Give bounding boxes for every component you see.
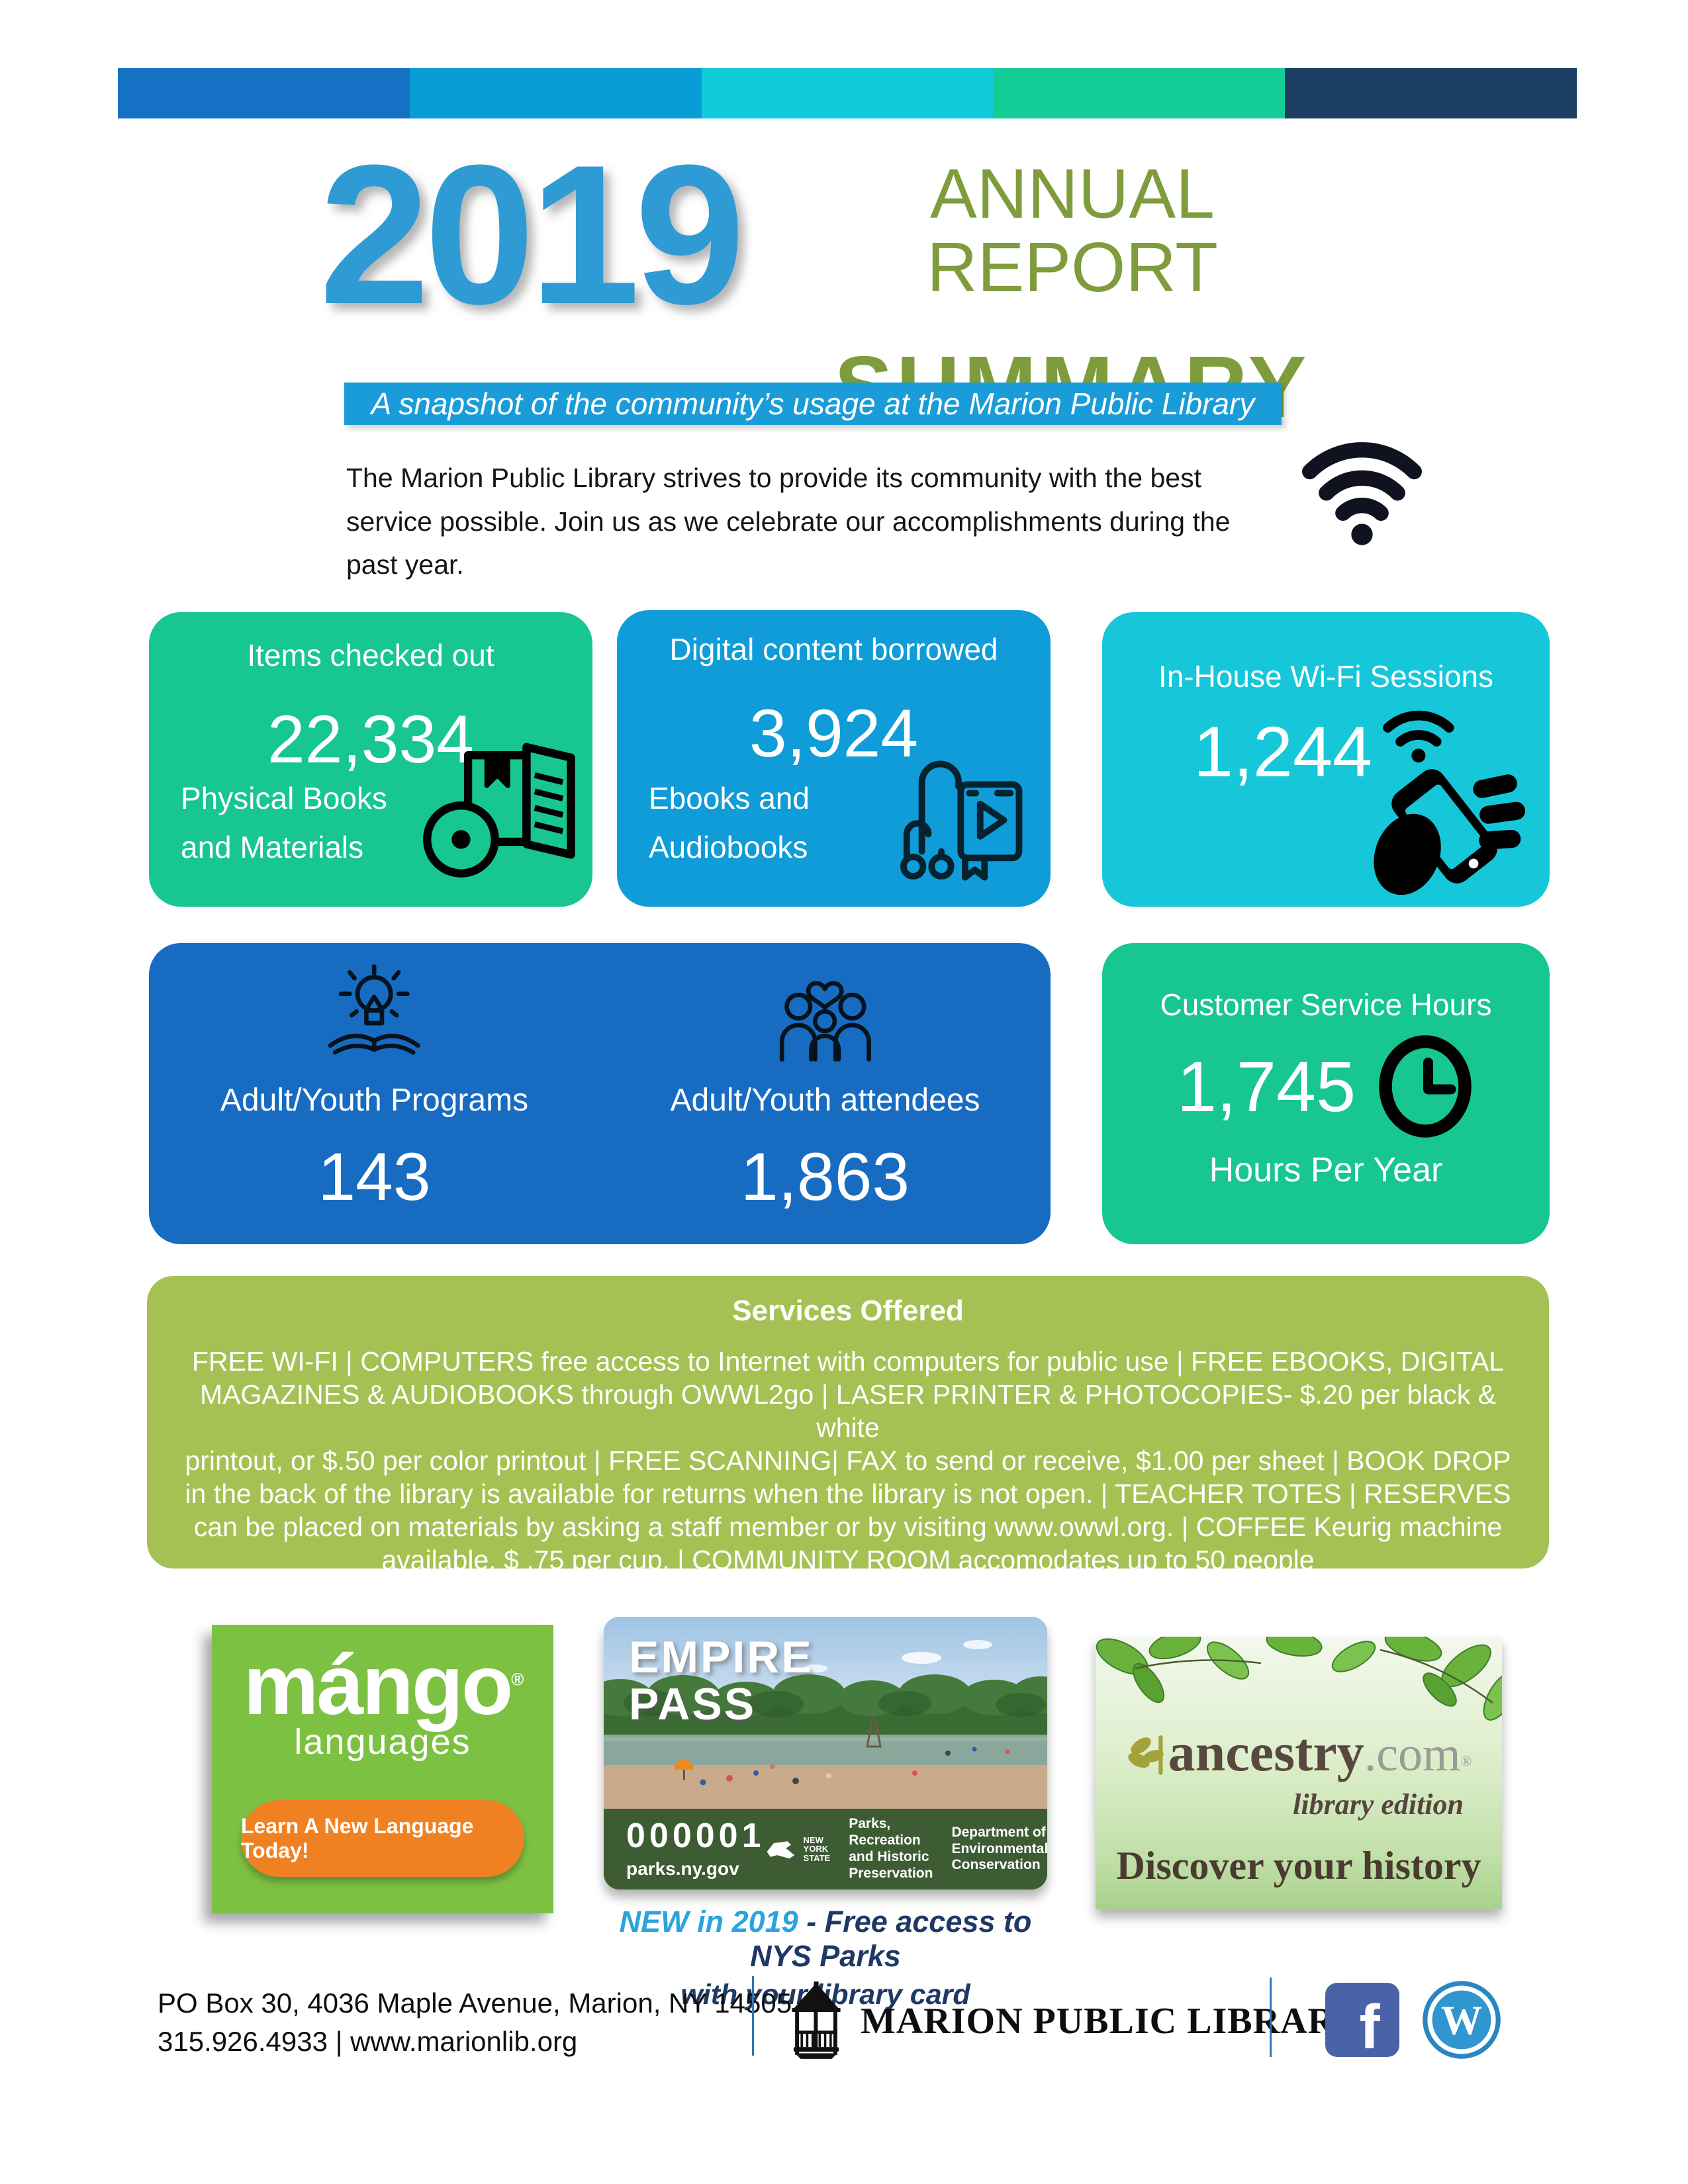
attendees-half: Adult/Youth attendees 1,863 — [600, 943, 1051, 1244]
ancestry-leaf-icon — [1127, 1735, 1164, 1775]
mango-learn-button[interactable]: Learn A New Language Today! — [241, 1800, 524, 1877]
ancestry-brand-text: ancestry — [1168, 1722, 1364, 1782]
stat-value: 143 — [318, 1139, 431, 1214]
registered-mark: ® — [511, 1669, 524, 1690]
book-cd-icon — [423, 743, 575, 878]
mango-languages-tile: mángo® languages Learn A New Language To… — [212, 1625, 553, 1913]
ancestry-tagline: Discover your history — [1116, 1844, 1481, 1888]
ancestry-edition-text: library edition — [1293, 1788, 1464, 1821]
facebook-letter: f — [1360, 1992, 1381, 2057]
ancestry-tile: ancestry.com® library edition Discover y… — [1096, 1637, 1502, 1909]
services-body: FREE WI-FI | COMPUTERS free access to In… — [185, 1346, 1511, 1576]
stat-value: 22,334 — [267, 702, 474, 777]
ny-state-logo: NEW YORK STATE — [765, 1835, 831, 1863]
gazebo-icon — [792, 1981, 841, 2059]
facebook-icon[interactable]: f — [1325, 1983, 1399, 2057]
stat-value: 1,244 — [1193, 711, 1373, 792]
stat-value: 1,863 — [740, 1139, 910, 1214]
banner: A snapshot of the community’s usage at t… — [344, 383, 1282, 425]
ny-state-text: NEW YORK STATE — [803, 1835, 831, 1863]
caption-highlight: NEW in 2019 — [619, 1905, 798, 1938]
stat-card-programs-attendees: Adult/Youth Programs 143 Adult/Youth att… — [149, 943, 1051, 1244]
parks-agency-text: Parks, Recreation and Historic Preservat… — [849, 1816, 933, 1881]
wordpress-letter: W — [1441, 1998, 1482, 2044]
stat-card-digital-content: Digital content borrowed 3,924 Ebooks an… — [617, 610, 1051, 907]
pass-number-block: 000001 parks.ny.gov — [604, 1819, 765, 1880]
earbuds-audiobook-icon — [900, 760, 1023, 881]
color-bar-segment-green — [993, 68, 1286, 118]
library-name: MARION PUBLIC LIBRARY — [861, 2001, 1362, 2042]
ny-state-shape-icon — [767, 1841, 794, 1859]
mango-brand-text: mángo — [243, 1638, 514, 1733]
color-bar-segment-teal — [701, 68, 994, 118]
pass-number: 000001 — [626, 1817, 765, 1855]
stat-card-wifi-sessions: In-House Wi-Fi Sessions 1,244 — [1102, 612, 1550, 907]
stat-title: Digital content borrowed — [669, 632, 998, 666]
stat-subtitle: Hours Per Year — [1209, 1151, 1443, 1189]
top-color-bar — [118, 68, 1577, 118]
caption-rest: - Free access to NYS Parks — [750, 1905, 1032, 1973]
stat-title: Adult/Youth attendees — [670, 1083, 980, 1118]
caption-line1: NEW in 2019 - Free access to NYS Parks — [604, 1905, 1047, 1974]
hand-phone-wifi-icon — [1374, 710, 1526, 895]
empire-pass-photo: EMPIRE PASS — [604, 1617, 1047, 1809]
registered-mark: ® — [1460, 1752, 1472, 1770]
dec-agency-text: Department of Environmental Conservation — [951, 1824, 1047, 1873]
ancestry-logo: ancestry.com® — [1096, 1721, 1502, 1784]
empire-pass-title: EMPIRE PASS — [629, 1632, 814, 1729]
stat-card-items-checked-out: Items checked out 22,334 Physical Books … — [149, 612, 592, 907]
stat-title: Customer Service Hours — [1160, 987, 1492, 1022]
banner-text: A snapshot of the community’s usage at t… — [371, 387, 1255, 421]
leaves-decoration — [1096, 1637, 1502, 1721]
footer-address: PO Box 30, 4036 Maple Avenue, Marion, NY… — [158, 1987, 792, 2019]
lightbulb-book-icon — [328, 964, 421, 1055]
color-bar-segment-blue — [118, 68, 410, 118]
footer-contact-block: PO Box 30, 4036 Maple Avenue, Marion, NY… — [158, 1984, 792, 2061]
beach-scene-image — [604, 1617, 1047, 1809]
mango-logo: mángo® — [212, 1643, 553, 1728]
year-heading: 2019 — [319, 123, 745, 345]
stat-subtitle: Ebooks and Audiobooks — [649, 780, 810, 865]
stat-value: 1,745 — [1176, 1046, 1356, 1126]
stat-title: Items checked out — [247, 638, 494, 672]
footer-divider — [752, 1976, 754, 2056]
empire-pass-card: EMPIRE PASS 000001 parks.ny.gov NEW YORK… — [604, 1617, 1047, 1889]
color-bar-segment-skyblue — [409, 68, 702, 118]
stat-card-service-hours: Customer Service Hours 1,745 Hours Per Y… — [1102, 943, 1550, 1244]
color-bar-segment-navy — [1285, 68, 1577, 118]
stat-title: In-House Wi-Fi Sessions — [1158, 659, 1494, 694]
stat-subtitle: Physical Books and Materials — [181, 780, 387, 865]
footer-divider — [1270, 1978, 1272, 2057]
empire-pass-strip: 000001 parks.ny.gov NEW YORK STATE Parks… — [604, 1809, 1047, 1889]
hours-row: 1,745 — [1102, 1032, 1550, 1141]
programs-half: Adult/Youth Programs 143 — [149, 943, 600, 1244]
services-title: Services Offered — [732, 1295, 964, 1327]
parks-website: parks.ny.gov — [626, 1858, 739, 1879]
stat-value: 3,924 — [749, 696, 919, 771]
wifi-icon — [1302, 442, 1422, 545]
footer-phone-web: 315.926.4933 | www.marionlib.org — [158, 2025, 578, 2057]
stat-title: Adult/Youth Programs — [220, 1083, 529, 1118]
services-offered-panel: Services Offered FREE WI-FI | COMPUTERS … — [147, 1276, 1549, 1575]
intro-paragraph: The Marion Public Library strives to pro… — [346, 463, 1231, 580]
report-title-line1: ANNUAL REPORT — [927, 155, 1218, 307]
wordpress-icon[interactable]: W — [1422, 1980, 1501, 2060]
ancestry-domain-text: .com — [1364, 1727, 1461, 1782]
mango-sub-text: languages — [294, 1722, 471, 1762]
family-heart-icon — [779, 981, 871, 1062]
clock-icon — [1379, 1035, 1472, 1138]
